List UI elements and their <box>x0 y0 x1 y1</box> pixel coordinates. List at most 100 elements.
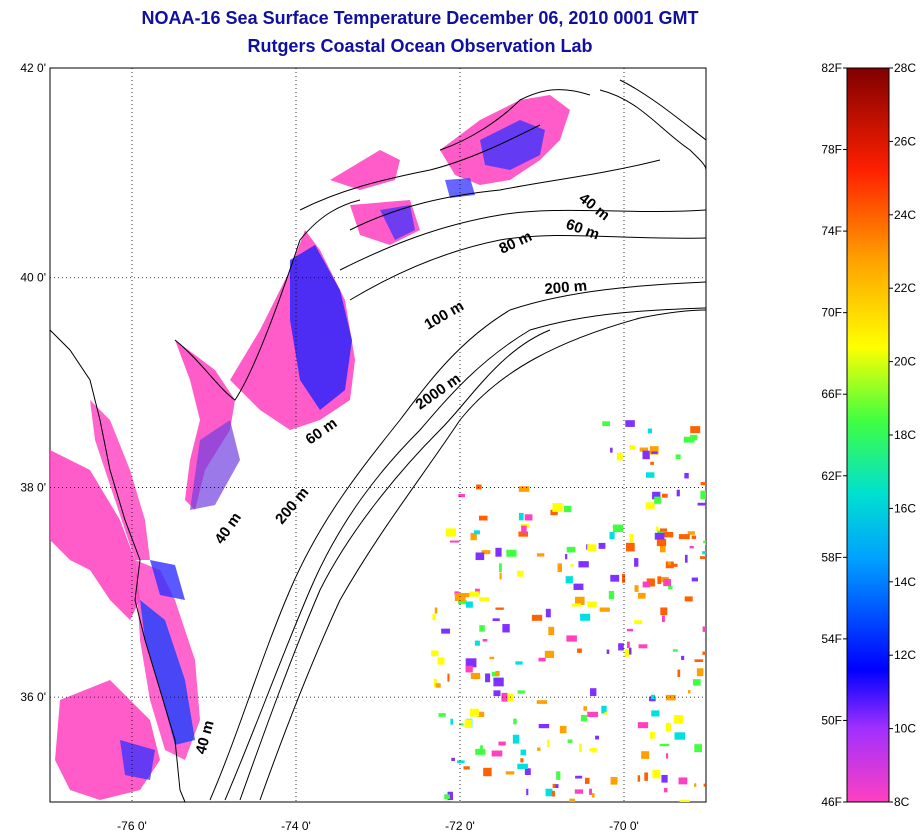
sst-pixel <box>515 661 523 665</box>
lat-tick-label: 42 0' <box>20 61 46 75</box>
sst-pixel <box>661 615 665 623</box>
sst-pixel <box>644 772 648 781</box>
sst-pixel <box>459 723 464 726</box>
sst-pixel <box>463 592 470 598</box>
sst-pixel <box>564 505 572 513</box>
colorbar-f-label: 50F <box>821 713 842 727</box>
sst-pixel <box>464 719 472 728</box>
sst-pixel <box>465 601 473 608</box>
sst-pixel <box>536 553 545 557</box>
colorbar-c-label: 28C <box>894 61 916 75</box>
sst-pixel <box>684 472 689 479</box>
colorbar-c-label: 26C <box>894 134 916 148</box>
contour-label: 200 m <box>544 277 588 298</box>
latitude-labels: 42 0' 40 0' 38 0' 36 0' <box>20 61 46 704</box>
sst-pixel <box>499 572 502 580</box>
colorbar-f-label: 78F <box>821 143 842 157</box>
sst-pixel <box>493 690 501 697</box>
sst-pixel <box>485 673 491 683</box>
sst-pixel <box>495 607 504 610</box>
sst-pixel <box>580 714 588 722</box>
sst-pixel <box>501 692 508 702</box>
sst-pixel <box>590 688 597 697</box>
sst-pixel <box>477 711 485 718</box>
sst-pixel <box>583 706 588 711</box>
sst-pixel <box>652 770 661 779</box>
sst-pixel <box>520 758 524 763</box>
sst-pixel <box>621 573 626 583</box>
sst-pixel <box>687 690 691 694</box>
sst-pixel <box>673 715 684 724</box>
sst-pixel <box>450 718 454 725</box>
sst-pixel <box>696 668 704 677</box>
sst-pixel <box>575 775 583 779</box>
sst-pixel <box>505 771 515 775</box>
sst-pixel <box>526 788 529 796</box>
sst-pixel <box>512 734 520 744</box>
colorbar-c-label: 10C <box>894 722 916 736</box>
sst-pixel <box>671 563 678 567</box>
sst-pixel <box>475 552 485 561</box>
sst-pixel <box>642 581 651 588</box>
sst-pixel <box>703 540 706 544</box>
sst-pixel <box>694 744 702 753</box>
sst-pixel <box>702 651 706 655</box>
sst-pixel <box>624 649 629 657</box>
sst-pixel <box>435 683 441 688</box>
sst-pixel <box>587 544 597 552</box>
sst-pixel <box>559 725 567 734</box>
sst-pixel <box>463 766 470 770</box>
sst-pixel <box>531 614 543 621</box>
sst-pixel <box>642 450 650 460</box>
sst-pixel <box>578 561 589 568</box>
sst-pixel <box>566 635 577 642</box>
sst-pixel <box>458 494 465 498</box>
sst-pixel <box>574 789 584 794</box>
sst-pixel <box>552 790 555 797</box>
sst-pixel <box>571 603 582 607</box>
colorbar-c-label: 18C <box>894 428 916 442</box>
sst-pixel <box>616 452 623 461</box>
sst-pixel <box>705 541 706 546</box>
sst-pixel <box>545 788 553 797</box>
sst-pixel <box>609 532 615 540</box>
sst-pixel <box>689 545 694 549</box>
sst-pixel <box>674 732 686 740</box>
sst-pixel <box>676 489 680 497</box>
sst-pixel <box>469 708 480 717</box>
sst-pixel <box>555 784 559 788</box>
bathymetry-contours <box>209 79 706 801</box>
sst-pixel <box>610 447 613 453</box>
sst-pixel <box>650 694 656 700</box>
sst-pixel <box>618 643 624 651</box>
sst-pixel <box>660 528 668 532</box>
sst-pixel <box>483 767 492 777</box>
sst-pixel <box>700 482 706 486</box>
sst-pixel <box>591 793 595 798</box>
sst-pixel <box>665 694 676 701</box>
offshore-sst-patches <box>431 420 706 802</box>
sst-pixel <box>491 750 503 757</box>
sst-pixel <box>678 534 690 540</box>
sst-pixel <box>518 512 524 521</box>
sst-pixel <box>612 524 624 533</box>
sst-pixel <box>629 445 635 450</box>
sst-pixel <box>606 649 610 654</box>
sst-pixel <box>668 585 673 590</box>
sst-pixel <box>677 669 681 678</box>
sst-pixel <box>604 711 608 715</box>
sst-pixel <box>437 657 445 665</box>
sst-pixel <box>479 625 485 632</box>
sst-pixel <box>664 787 668 793</box>
sst-pixel <box>473 530 480 535</box>
sst-pixel <box>470 532 477 541</box>
sst-pixel <box>447 791 453 801</box>
sst-pixel <box>552 503 563 512</box>
lat-tick-label: 36 0' <box>20 690 46 704</box>
lon-tick-label: -76 0' <box>117 819 147 832</box>
sst-pixel <box>645 502 655 509</box>
sst-pixel <box>552 783 556 788</box>
sst-pixel <box>573 583 584 590</box>
sst-pixel <box>589 788 593 795</box>
